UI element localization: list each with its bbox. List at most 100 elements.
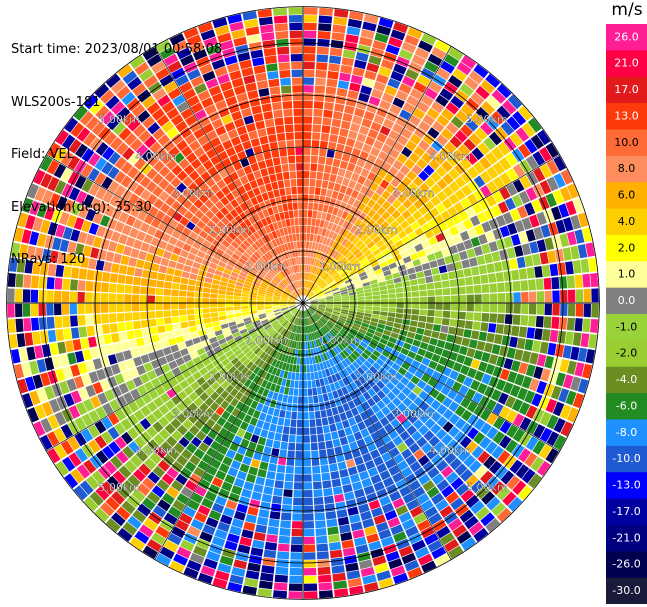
ray-bin	[198, 269, 207, 277]
ray-bin	[190, 436, 202, 448]
ray-bin	[341, 177, 350, 187]
ray-bin	[285, 218, 291, 227]
ray-bin	[372, 384, 381, 394]
ray-bin	[371, 314, 380, 319]
ray-bin	[339, 315, 347, 320]
ray-bin	[202, 524, 216, 536]
ray-bin	[440, 210, 451, 221]
ray-bin	[97, 201, 109, 214]
ray-bin	[16, 333, 26, 348]
ray-bin	[250, 286, 259, 291]
ray-bin	[128, 339, 138, 349]
ray-bin	[317, 566, 331, 575]
ray-bin	[304, 288, 307, 296]
ray-bin	[133, 356, 143, 367]
ray-bin	[274, 323, 281, 331]
ray-bin	[450, 287, 459, 295]
ray-bin	[303, 497, 313, 506]
ray-bin	[288, 163, 296, 172]
ray-bin	[326, 299, 334, 302]
ray-bin	[188, 365, 199, 375]
ray-bin	[267, 207, 274, 216]
ray-bin	[416, 436, 428, 448]
ray-bin	[299, 233, 303, 241]
ray-bin	[414, 333, 423, 341]
ray-bin	[448, 271, 457, 280]
ray-bin	[460, 197, 471, 209]
ray-bin	[378, 17, 394, 29]
ray-bin	[262, 421, 271, 431]
ray-bin	[322, 352, 328, 361]
ray-bin	[370, 147, 381, 157]
ray-bin	[47, 329, 57, 343]
ray-bin	[212, 577, 228, 589]
ray-bin	[129, 367, 139, 379]
ray-bin	[220, 206, 230, 216]
ray-bin	[334, 242, 341, 251]
ray-bin	[388, 354, 397, 362]
ray-bin	[241, 296, 249, 300]
range-ring-label: 2.00km	[209, 371, 251, 384]
ray-bin	[560, 303, 568, 316]
ray-bin	[496, 486, 511, 501]
ray-bin	[392, 497, 405, 509]
ray-bin	[352, 115, 363, 125]
ray-bin	[268, 270, 276, 277]
ray-bin	[459, 157, 472, 170]
ray-bin	[410, 221, 420, 231]
colorbar-swatch	[606, 472, 647, 500]
ray-bin	[329, 383, 337, 392]
ray-bin	[11, 242, 21, 257]
ray-bin	[473, 284, 482, 294]
ray-bin	[365, 460, 376, 470]
ray-bin	[187, 252, 196, 261]
ray-bin	[430, 411, 442, 423]
ray-bin	[281, 354, 286, 362]
ray-bin	[133, 184, 145, 197]
ray-bin	[128, 401, 140, 413]
ray-bin	[210, 391, 220, 401]
ray-bin	[325, 246, 331, 255]
ray-bin	[352, 67, 365, 77]
ray-bin	[116, 485, 131, 500]
ray-bin	[355, 317, 363, 322]
ray-bin	[114, 156, 127, 170]
colorbar-swatch	[606, 24, 647, 51]
ray-bin	[412, 339, 421, 348]
ray-bin	[299, 288, 302, 296]
ray-bin	[313, 275, 319, 283]
ray-bin	[293, 308, 299, 315]
ray-bin	[291, 316, 296, 324]
ray-bin	[307, 257, 311, 265]
ray-bin	[387, 517, 401, 528]
ray-bin	[322, 480, 332, 489]
ray-bin	[227, 414, 237, 424]
ray-bin	[245, 322, 254, 328]
ray-bin	[381, 143, 392, 155]
ray-bin	[290, 307, 297, 313]
ray-bin	[245, 473, 256, 484]
ray-bin	[371, 404, 381, 414]
ray-bin	[339, 257, 347, 265]
ray-bin	[311, 458, 320, 466]
ray-bin	[354, 320, 362, 325]
ray-bin	[135, 259, 145, 269]
ray-bin	[226, 374, 235, 384]
ray-bin	[350, 225, 358, 234]
ray-bin	[310, 304, 318, 307]
ray-bin	[316, 321, 323, 328]
ray-bin	[225, 248, 234, 256]
ray-bin	[364, 313, 372, 318]
ray-bin	[205, 78, 219, 89]
ray-bin	[272, 102, 282, 111]
ray-bin	[491, 111, 505, 125]
ray-bin	[168, 146, 180, 158]
ray-bin	[370, 548, 384, 559]
ray-bin	[310, 273, 314, 282]
ray-bin	[341, 293, 349, 297]
ray-bin	[293, 108, 303, 116]
ray-bin	[426, 107, 440, 120]
ray-bin	[49, 342, 59, 356]
ray-bin	[436, 479, 450, 492]
ray-bin	[38, 317, 47, 330]
